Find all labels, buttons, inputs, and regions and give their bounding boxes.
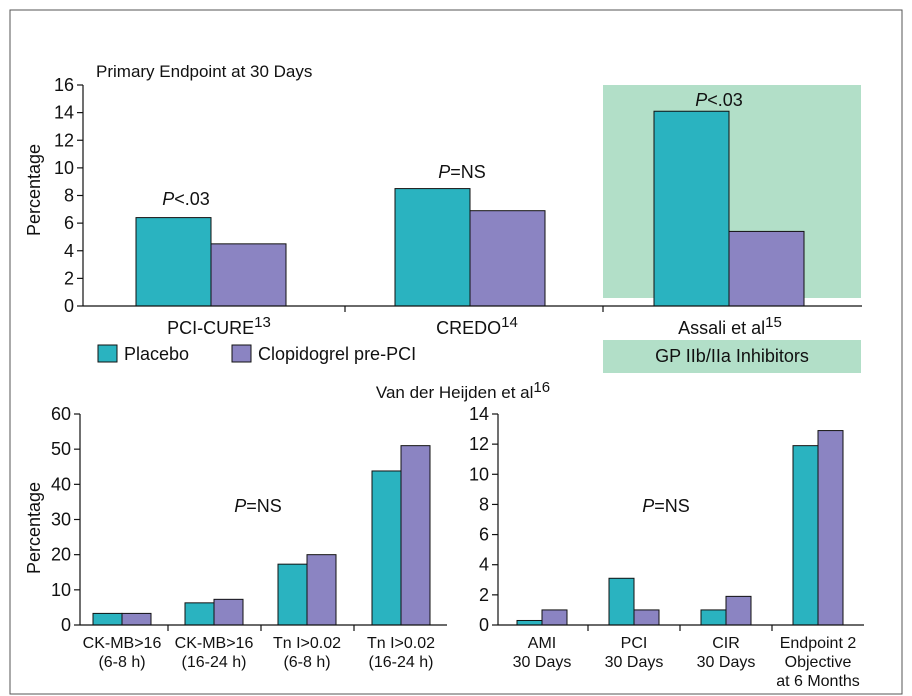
bar-clopidogrel [633,609,660,626]
bar-clopidogrel [306,554,337,626]
y-tick-label: 16 [54,75,74,95]
x-tick-label: AMI 30 Days [513,635,572,671]
y-tick-label: 8 [479,494,489,514]
x-tick-label: Tn I>0.02 (16-24 h) [367,635,435,671]
bar-placebo [792,445,819,626]
legend-label-clopidogrel: Clopidogrel pre-PCI [258,344,416,364]
y-tick-label: 30 [51,510,71,530]
bottom-right-x-dividers [587,625,773,631]
y-tick-label: 2 [479,585,489,605]
top-y-ticks: 0 2 4 6 8 10 12 14 16 [54,75,83,316]
bar-clopidogrel [728,230,805,307]
p-value-label: P=NS [642,496,690,516]
y-tick-label: 60 [51,404,71,424]
bar-clopidogrel [817,430,844,626]
bar-placebo [371,470,402,626]
bottom-right-chart: 0 2 4 6 8 10 12 14 P=NS AMI 30 Days PCI 30 Days C… [469,404,864,690]
bar-clopidogrel [541,609,568,626]
y-tick-label: 6 [479,525,489,545]
bar-placebo [277,563,308,626]
bar-clopidogrel [725,595,752,626]
legend-label-placebo: Placebo [124,344,189,364]
y-tick-label: 12 [469,434,489,454]
y-tick-label: 8 [64,186,74,206]
bottom-left-bars [92,445,431,626]
y-tick-label: 50 [51,439,71,459]
y-tick-label: 12 [54,130,74,150]
bar-placebo [184,602,215,626]
x-tick-label: CREDO14 [436,314,518,338]
y-tick-label: 0 [61,615,71,635]
p-value-label: P<.03 [162,189,210,209]
gp-inhibitors-label: GP IIb/IIa Inhibitors [655,346,809,366]
bar-placebo [516,619,543,626]
bar-placebo [653,110,730,307]
bottom-right-y-ticks: 0 2 4 6 8 10 12 14 [469,404,498,635]
x-tick-label: Assali et al15 [678,314,782,338]
y-tick-label: 14 [54,103,74,123]
y-tick-label: 4 [479,555,489,575]
x-tick-label: CK-MB>16 (6-8 h) [83,635,162,671]
bar-clopidogrel [469,210,546,307]
gp-inhibitors-band [603,340,861,373]
figure-frame [9,9,903,695]
y-tick-label: 10 [469,464,489,484]
x-tick-label: CK-MB>16 (16-24 h) [175,635,254,671]
bar-placebo [92,612,123,626]
bar-clopidogrel [213,598,244,626]
y-tick-label: 4 [64,241,74,261]
bottom-left-x-dividers [167,625,355,631]
p-value-label: P<.03 [695,90,743,110]
top-chart: Primary Endpoint at 30 Days Percentage 0… [24,62,862,373]
legend-swatch-placebo [97,344,118,363]
x-tick-label: PCI 30 Days [605,635,664,671]
bottom-title: Van der Heijden et al16 [376,379,550,402]
bar-placebo [394,188,471,307]
y-tick-label: 10 [54,158,74,178]
bottom-right-bars [516,430,844,626]
bar-clopidogrel [400,445,431,626]
y-tick-label: 10 [51,580,71,600]
y-tick-label: 6 [64,213,74,233]
bottom-left-chart: Percentage 0 10 20 30 40 50 60 P=NS CK-MB>16 (6… [24,404,447,671]
bar-clopidogrel [121,612,152,626]
y-tick-label: 2 [64,268,74,288]
top-y-axis-label: Percentage [24,144,44,236]
y-tick-label: 40 [51,474,71,494]
bar-placebo [135,217,212,307]
p-value-label: P=NS [438,162,486,182]
top-bars [135,110,805,307]
bottom-left-y-ticks: 0 10 20 30 40 50 60 [51,404,80,635]
legend-swatch-clopidogrel [231,344,252,363]
top-chart-title: Primary Endpoint at 30 Days [96,62,312,81]
y-tick-label: 0 [479,615,489,635]
x-tick-label: Endpoint 2 Objective at 6 Months [776,635,860,690]
bar-placebo [700,609,727,626]
bar-clopidogrel [210,243,287,307]
x-tick-label: CIR 30 Days [697,635,756,671]
bottom-y-axis-label: Percentage [24,482,44,574]
x-tick-label: Tn I>0.02 (6-8 h) [273,635,341,671]
x-tick-label: PCI-CURE13 [167,314,271,338]
y-tick-label: 20 [51,545,71,565]
bar-placebo [608,577,635,626]
p-value-label: P=NS [234,496,282,516]
y-tick-label: 14 [469,404,489,424]
y-tick-label: 0 [64,296,74,316]
